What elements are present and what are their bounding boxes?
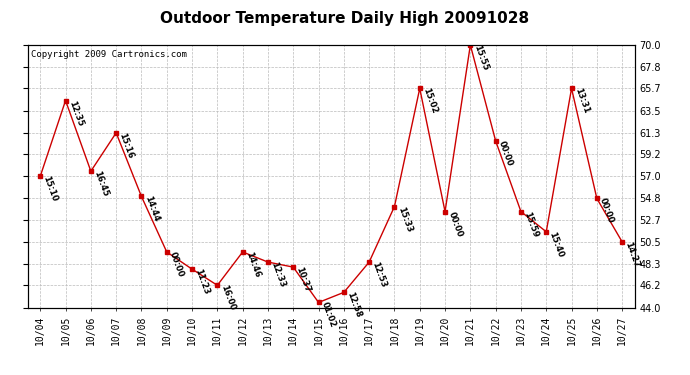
Text: Outdoor Temperature Daily High 20091028: Outdoor Temperature Daily High 20091028 — [161, 11, 529, 26]
Text: 00:00: 00:00 — [446, 210, 464, 238]
Text: 00:00: 00:00 — [598, 197, 615, 225]
Text: 14:46: 14:46 — [244, 251, 262, 279]
Text: 14:44: 14:44 — [143, 195, 161, 223]
Text: 15:55: 15:55 — [472, 44, 489, 72]
Text: 00:00: 00:00 — [168, 251, 186, 279]
Text: 15:10: 15:10 — [41, 175, 59, 203]
Text: 15:02: 15:02 — [421, 87, 439, 115]
Text: 12:53: 12:53 — [371, 261, 388, 289]
Text: Copyright 2009 Cartronics.com: Copyright 2009 Cartronics.com — [30, 50, 186, 59]
Text: 16:45: 16:45 — [92, 170, 110, 198]
Text: 13:31: 13:31 — [573, 87, 591, 115]
Text: 10:37: 10:37 — [295, 266, 312, 294]
Text: 11:23: 11:23 — [193, 268, 211, 296]
Text: 15:33: 15:33 — [396, 205, 413, 233]
Text: 00:00: 00:00 — [497, 140, 515, 167]
Text: 14:27: 14:27 — [624, 240, 641, 269]
Text: 15:40: 15:40 — [548, 230, 565, 259]
Text: 12:33: 12:33 — [269, 261, 287, 289]
Text: 01:02: 01:02 — [320, 301, 337, 329]
Text: 12:58: 12:58 — [345, 291, 363, 319]
Text: 12:35: 12:35 — [67, 99, 85, 128]
Text: 15:16: 15:16 — [117, 132, 135, 160]
Text: 16:00: 16:00 — [219, 284, 236, 312]
Text: 15:59: 15:59 — [522, 210, 540, 238]
